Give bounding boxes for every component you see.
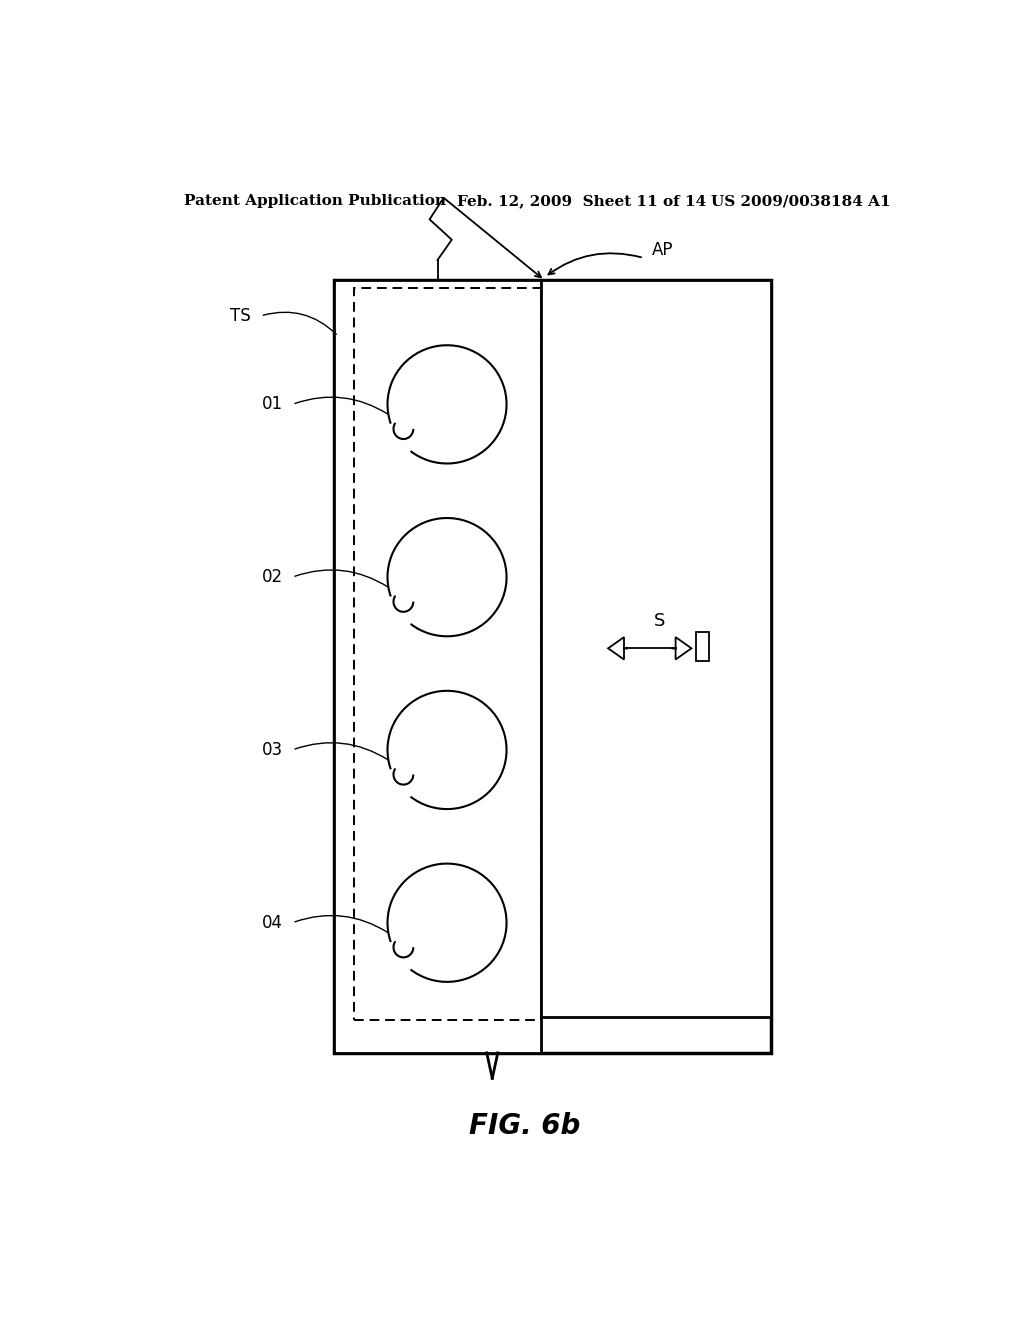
Text: 01: 01 [261, 396, 283, 413]
Text: FIG. 6b: FIG. 6b [469, 1111, 581, 1140]
FancyArrow shape [608, 638, 628, 660]
Text: 03: 03 [261, 741, 283, 759]
Bar [354, 289, 541, 1020]
Bar [541, 280, 771, 1018]
Bar [696, 632, 709, 660]
Bar [334, 280, 771, 1053]
FancyArrow shape [672, 638, 691, 660]
Text: TS: TS [230, 308, 251, 325]
Text: AP: AP [652, 240, 673, 259]
Text: Feb. 12, 2009  Sheet 11 of 14: Feb. 12, 2009 Sheet 11 of 14 [458, 194, 707, 209]
Text: Patent Application Publication: Patent Application Publication [183, 194, 445, 209]
Text: 04: 04 [262, 913, 283, 932]
Bar [334, 280, 541, 1053]
Text: US 2009/0038184 A1: US 2009/0038184 A1 [712, 194, 891, 209]
Text: 02: 02 [261, 568, 283, 586]
Text: S: S [654, 612, 666, 630]
